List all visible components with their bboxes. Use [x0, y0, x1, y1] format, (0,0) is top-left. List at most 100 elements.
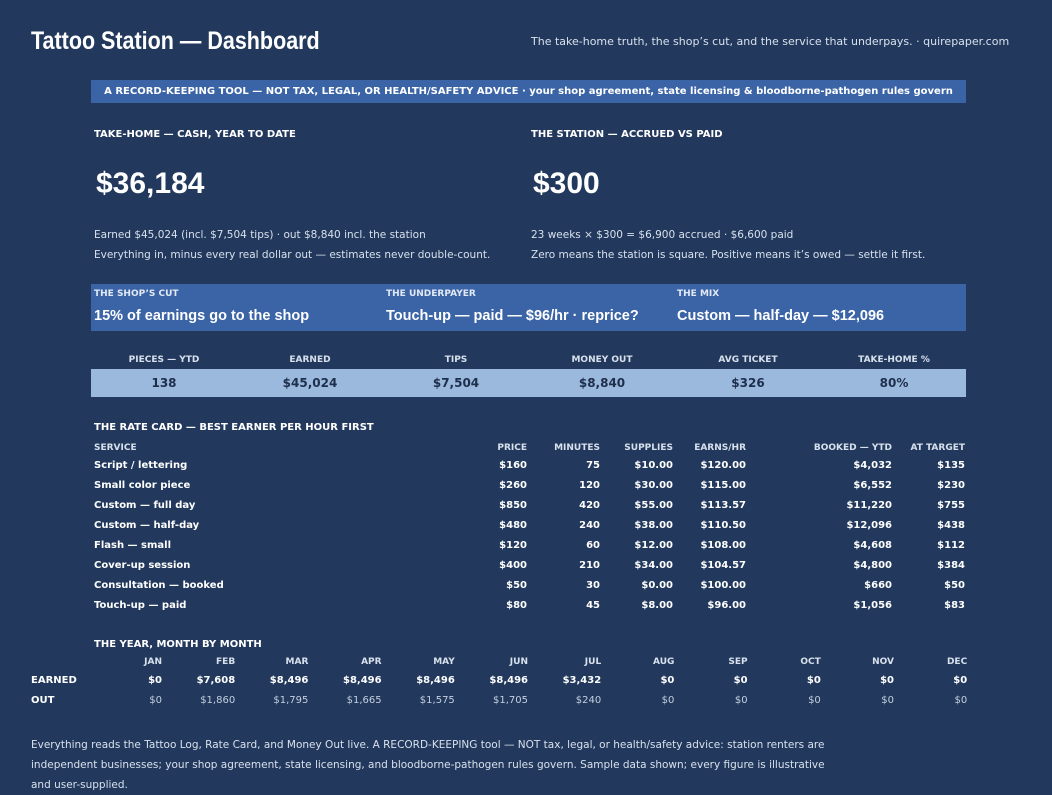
rate-cell-minutes: 30: [586, 580, 600, 591]
kpi-money-out-value: $8,840: [578, 376, 626, 390]
year-out-dec: $0: [954, 695, 968, 706]
rate-cell-booked-ytd: $1,056: [853, 600, 892, 611]
year-out-sep: $0: [734, 695, 748, 706]
year-month-apr: APR: [361, 657, 382, 667]
rate-cell-at-target: $112: [937, 540, 965, 551]
kpi-tips-value: $7,504: [432, 376, 480, 390]
rate-cell-booked-ytd: $6,552: [853, 480, 892, 491]
card-underpayer-value: Touch-up — paid — $96/hr · reprice?: [386, 308, 639, 324]
footer-note: Everything reads the Tattoo Log, Rate Ca…: [31, 739, 825, 791]
year-out-apr: $1,665: [346, 695, 382, 706]
station-line1: 23 weeks × $300 = $6,900 accrued · $6,60…: [531, 229, 794, 241]
rate-col-supplies: SUPPLIES: [624, 443, 673, 453]
rate-cell-service: Small color piece: [94, 480, 191, 491]
rate-cell-service: Cover-up session: [94, 560, 191, 571]
rate-cell-price: $480: [499, 520, 527, 531]
rate-cell-price: $160: [499, 460, 527, 471]
rate-cell-booked-ytd: $11,220: [846, 500, 892, 511]
rate-cell-service: Custom — full day: [94, 500, 196, 511]
station-heading: THE STATION — ACCRUED VS PAID: [531, 129, 723, 140]
year-out-aug: $0: [661, 695, 675, 706]
year-out-jul: $240: [575, 695, 602, 706]
rate-col-at-target: AT TARGET: [910, 443, 965, 453]
rate-cell-price: $850: [499, 500, 527, 511]
year-out-oct: $0: [808, 695, 821, 706]
card-underpayer-label: THE UNDERPAYER: [386, 289, 476, 299]
year-month-may: MAY: [433, 657, 455, 667]
rate-cell-earns-hr: $108.00: [700, 540, 746, 551]
rate-cell-earns-hr: $96.00: [707, 600, 746, 611]
rate-col-booked-ytd: BOOKED — YTD: [813, 443, 892, 453]
rate-cell-at-target: $438: [937, 520, 965, 531]
takehome-line1: Earned $45,024 (incl. $7,504 tips) · out…: [94, 229, 426, 241]
takehome-value: $36,184: [96, 167, 205, 200]
rate-cell-price: $80: [506, 600, 527, 611]
rate-cell-minutes: 420: [579, 500, 600, 511]
rate-cell-booked-ytd: $660: [864, 580, 892, 591]
year-earned-jul: $3,432: [562, 675, 602, 686]
rate-cell-supplies: $10.00: [634, 460, 673, 471]
rate-cell-service: Flash — small: [94, 540, 172, 551]
takehome-heading: TAKE-HOME — CASH, YEAR TO DATE: [94, 129, 296, 140]
rate-card-heading: THE RATE CARD — BEST EARNER PER HOUR FIR…: [94, 422, 374, 433]
year-earned-aug: $0: [660, 675, 675, 686]
rate-cell-at-target: $755: [937, 500, 965, 511]
rate-cell-minutes: 60: [586, 540, 600, 551]
rate-cell-service: Touch-up — paid: [94, 600, 187, 611]
kpi-pieces-value: 138: [151, 376, 177, 390]
year-earned-dec: $0: [953, 675, 968, 686]
year-month-jan: JAN: [144, 657, 162, 667]
card-mix-value: Custom — half-day — $12,096: [677, 308, 885, 324]
disclaimer-text: A RECORD-KEEPING TOOL — NOT TAX, LEGAL, …: [104, 86, 953, 97]
year-earned-jan: $0: [148, 675, 162, 686]
year-out-mar: $1,795: [273, 695, 309, 706]
kpi-avg-ticket-value: $326: [731, 376, 765, 390]
year-earned-label: EARNED: [31, 675, 77, 686]
rate-cell-supplies: $8.00: [641, 600, 673, 611]
rate-cell-earns-hr: $120.00: [700, 460, 746, 471]
year-earned-sep: $0: [733, 675, 748, 686]
year-out-jan: $0: [149, 695, 162, 706]
rate-cell-booked-ytd: $4,032: [853, 460, 892, 471]
page-title: Tattoo Station — Dashboard: [31, 27, 320, 55]
rate-cell-price: $120: [499, 540, 527, 551]
year-earned-feb: $7,608: [196, 675, 236, 686]
station-line2: Zero means the station is square. Positi…: [531, 249, 926, 261]
year-month-nov: NOV: [872, 657, 894, 667]
kpi-earned-value: $45,024: [282, 376, 338, 390]
rate-cell-at-target: $384: [937, 560, 965, 571]
year-month-dec: DEC: [946, 657, 968, 667]
rate-cell-earns-hr: $113.57: [700, 500, 746, 511]
rate-col-earns-hr: EARNS/HR: [694, 443, 746, 453]
year-heading: THE YEAR, MONTH BY MONTH: [94, 639, 262, 650]
year-month-aug: AUG: [653, 657, 675, 667]
disclaimer-banner: A RECORD-KEEPING TOOL — NOT TAX, LEGAL, …: [91, 80, 966, 103]
card-shop-cut-value: 15% of earnings go to the shop: [94, 308, 310, 324]
kpi-takehome-pct-value: 80%: [879, 376, 909, 390]
rate-cell-supplies: $0.00: [641, 580, 673, 591]
year-out-may: $1,575: [419, 695, 455, 706]
rate-cell-service: Script / lettering: [94, 460, 188, 471]
rate-cell-service: Consultation — booked: [94, 580, 224, 591]
rate-cell-booked-ytd: $4,800: [853, 560, 892, 571]
rate-cell-minutes: 210: [579, 560, 600, 571]
rate-cell-at-target: $83: [944, 600, 965, 611]
rate-cell-booked-ytd: $4,608: [853, 540, 892, 551]
rate-col-minutes: MINUTES: [554, 443, 600, 453]
year-month-feb: FEB: [216, 657, 236, 667]
year-out-nov: $0: [881, 695, 894, 706]
year-earned-may: $8,496: [416, 675, 455, 686]
rate-cell-price: $50: [506, 580, 527, 591]
station-value: $300: [533, 167, 600, 200]
year-month-sep: SEP: [728, 657, 748, 667]
kpi-takehome-pct-label: TAKE-HOME %: [858, 355, 930, 365]
rate-cell-supplies: $55.00: [634, 500, 673, 511]
year-earned-oct: $0: [806, 675, 821, 686]
page-tagline: The take-home truth, the shop’s cut, and…: [531, 35, 1010, 48]
rate-col-price: PRICE: [497, 443, 527, 453]
rate-cell-supplies: $12.00: [634, 540, 673, 551]
year-month-oct: OCT: [800, 657, 821, 667]
rate-cell-earns-hr: $104.57: [700, 560, 746, 571]
year-month-jul: JUL: [584, 657, 602, 667]
rate-cell-supplies: $38.00: [634, 520, 673, 531]
